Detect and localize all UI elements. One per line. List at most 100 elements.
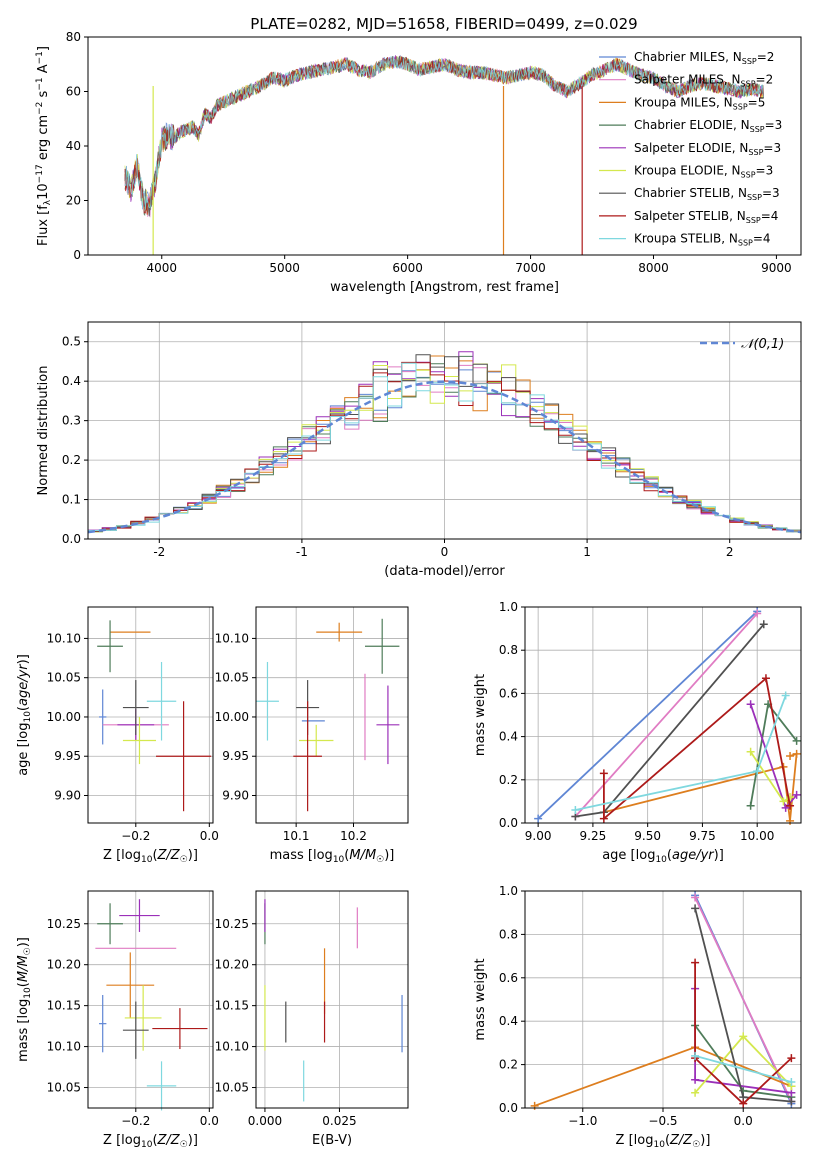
y-tick-label: 10.05 bbox=[47, 671, 81, 685]
weight-marker bbox=[786, 801, 795, 810]
y-tick-label: 0.8 bbox=[499, 643, 518, 657]
y-tick-label: 0.0 bbox=[499, 816, 518, 830]
weight-line bbox=[537, 610, 758, 820]
weight-marker bbox=[571, 806, 580, 815]
legend-label: Chabrier STELIB, NSSP=3 bbox=[634, 186, 780, 202]
age_vs_Z-axes: −0.2 0.0 9.90 9.95 10.00 10.05 10.10 Z [log10(Z… bbox=[16, 606, 219, 865]
y-tick-label: 10.05 bbox=[215, 1081, 249, 1095]
mass_vs_Z-xlabel: Z [log10(Z/Z☉)] bbox=[103, 1133, 198, 1150]
weight_vs_Z-axes: −1.0 −0.5 0.0 0.0 0.2 0.4 0.6 0.8 1.0 Z [log10(Z/… bbox=[473, 884, 802, 1150]
x-tick-label: −0.2 bbox=[121, 829, 150, 843]
x-tick-label: 5000 bbox=[269, 261, 300, 275]
legend-label: Chabrier ELODIE, NSSP=3 bbox=[634, 118, 782, 134]
mass_vs_Z-ylabel: mass [log10(M/M☉)] bbox=[16, 937, 33, 1062]
legend-label: Kroupa MILES, NSSP=5 bbox=[634, 95, 765, 111]
y-tick-label: 60 bbox=[66, 85, 81, 99]
axes-frame bbox=[87, 606, 214, 824]
x-tick-label: 1 bbox=[583, 545, 591, 559]
mass_vs_ebv-xlabel: E(B-V) bbox=[312, 1133, 352, 1148]
x-tick-label: 0 bbox=[441, 545, 449, 559]
errorbar-point bbox=[293, 701, 322, 812]
weight-marker bbox=[753, 609, 762, 618]
x-tick-label: 10.2 bbox=[340, 829, 367, 843]
age_vs_Z-ylabel: age [log10(age/yr)] bbox=[16, 654, 33, 776]
x-tick-label: 9.75 bbox=[689, 829, 716, 843]
weight-marker bbox=[530, 1101, 539, 1110]
axes-frame bbox=[87, 321, 802, 540]
spectrum-legend: Chabrier MILES, NSSP=2 Salpeter MILES, NS… bbox=[599, 50, 782, 248]
y-tick-label: 0.5 bbox=[62, 335, 81, 349]
x-tick-label: 0.025 bbox=[322, 1114, 356, 1128]
y-tick-label: 0.0 bbox=[62, 532, 81, 546]
weight-marker bbox=[787, 1077, 796, 1086]
weight-marker bbox=[691, 893, 700, 902]
errorbar-point bbox=[99, 689, 107, 745]
weight-marker bbox=[787, 1097, 796, 1106]
y-tick-label: 10.00 bbox=[47, 710, 81, 724]
x-tick-label: 9.25 bbox=[580, 829, 607, 843]
age_vs_Z-xlabel: Z [log10(Z/Z☉)] bbox=[103, 848, 198, 865]
y-tick-label: 80 bbox=[66, 30, 81, 44]
weight-marker bbox=[739, 1032, 748, 1041]
y-tick-label: 10.25 bbox=[215, 917, 249, 931]
weight-marker bbox=[781, 691, 790, 700]
x-tick-label: 0.0 bbox=[200, 829, 219, 843]
x-tick-label: -2 bbox=[153, 545, 165, 559]
y-tick-label: 40 bbox=[66, 139, 81, 153]
errorbar-point bbox=[152, 1008, 208, 1050]
weight_vs_Z-xlabel: Z [log10(Z/Z☉)] bbox=[616, 1133, 711, 1150]
weight-line bbox=[694, 897, 793, 1102]
y-tick-label: 10.20 bbox=[47, 958, 81, 972]
legend-label: Kroupa ELODIE, NSSP=3 bbox=[634, 164, 773, 180]
residuals-axes: -2 -1 0 1 2 0.0 0.1 0.2 0.3 0.4 0.5 (data-model)/er… bbox=[36, 321, 802, 579]
y-tick-label: 9.95 bbox=[222, 749, 249, 763]
weight-marker bbox=[534, 814, 543, 823]
errorbar-point bbox=[99, 994, 107, 1053]
errorbar-point bbox=[106, 952, 155, 1018]
weight-line bbox=[694, 962, 793, 1105]
x-tick-label: 6000 bbox=[392, 261, 423, 275]
x-tick-label: 4000 bbox=[146, 261, 177, 275]
y-tick-label: 20 bbox=[66, 194, 81, 208]
errorbar-point bbox=[256, 661, 279, 741]
errorbar-point bbox=[122, 680, 149, 736]
weight-marker bbox=[779, 797, 788, 806]
y-tick-label: 10.10 bbox=[47, 1040, 81, 1054]
axes-frame bbox=[255, 890, 409, 1109]
weight-marker bbox=[761, 674, 770, 683]
y-tick-label: 10.15 bbox=[215, 999, 249, 1013]
weight-series bbox=[691, 1051, 796, 1086]
weight-marker bbox=[691, 1051, 700, 1060]
weight-marker bbox=[753, 767, 762, 776]
x-tick-label: 8000 bbox=[638, 261, 669, 275]
axes-frame bbox=[87, 36, 802, 256]
histogram-step bbox=[88, 362, 801, 534]
y-tick-label: 9.95 bbox=[54, 749, 81, 763]
y-tick-label: 0.4 bbox=[499, 730, 518, 744]
y-tick-label: 10.05 bbox=[47, 1081, 81, 1095]
residual-histograms bbox=[88, 351, 801, 534]
age_vs_mass-axes: 10.1 10.2 9.90 9.95 10.00 10.05 10.10 mass [log… bbox=[215, 606, 409, 865]
y-tick-label: 1.0 bbox=[499, 884, 518, 898]
weight-marker bbox=[599, 814, 608, 823]
axes-frame bbox=[255, 606, 409, 824]
spectrum-lines bbox=[124, 54, 764, 255]
spectrum-ylabel: Flux [fλ10−17 erg cm−2 s−1 A−1] bbox=[35, 46, 53, 246]
residuals-ylabel: Normed distribution bbox=[36, 366, 51, 496]
y-tick-label: 0.6 bbox=[499, 971, 518, 985]
weight_vs_Z-ylabel: mass weight bbox=[473, 958, 488, 1040]
y-tick-label: 0.2 bbox=[62, 453, 81, 467]
spectrum-axes: 4000 5000 6000 7000 8000 9000 0 20 40 60 80 wavelen… bbox=[35, 30, 802, 295]
y-tick-label: 10.20 bbox=[215, 958, 249, 972]
legend-label: Kroupa STELIB, NSSP=4 bbox=[634, 232, 771, 248]
errorbar-point bbox=[376, 685, 400, 765]
weight-series bbox=[571, 691, 790, 815]
x-tick-label: 10.1 bbox=[283, 829, 310, 843]
normal-curve bbox=[88, 380, 801, 534]
y-tick-label: 10.10 bbox=[215, 631, 249, 645]
weight-marker bbox=[759, 620, 768, 629]
weight_vs_age-axes: 9.00 9.25 9.50 9.75 10.00 0.0 0.2 0.4 0.6 0.8 1.0 a… bbox=[473, 600, 802, 865]
age_vs_mass-xlabel: mass [log10(M/M☉)] bbox=[270, 848, 395, 865]
weight_vs_age-ylabel: mass weight bbox=[473, 674, 488, 756]
mass_vs_ebv-axes: 0.000 0.025 10.05 10.10 10.15 10.20 10.25 E(B-V… bbox=[215, 890, 409, 1148]
